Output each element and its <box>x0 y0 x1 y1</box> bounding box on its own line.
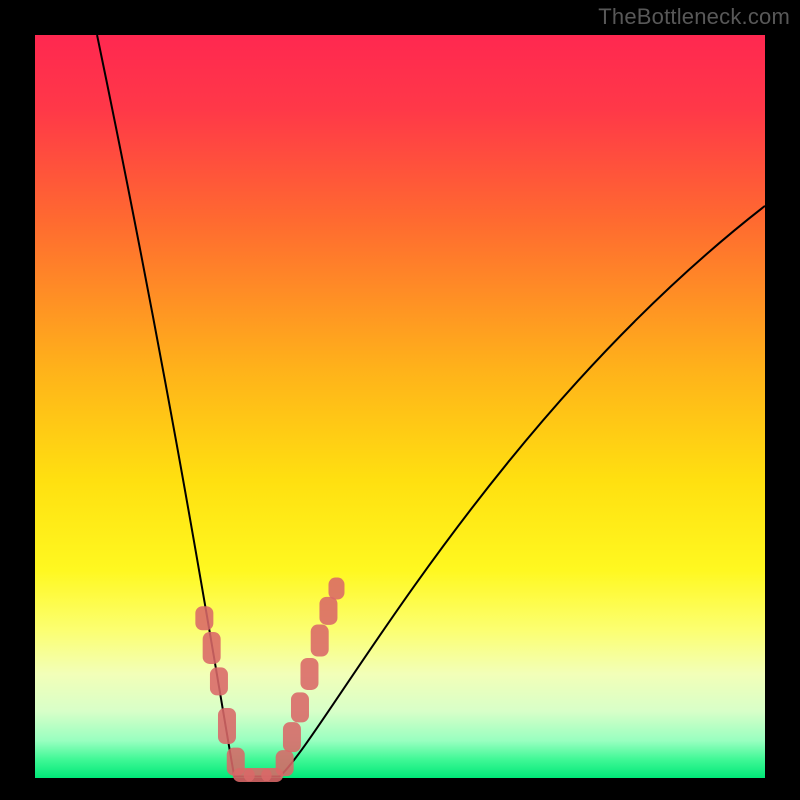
curve-marker <box>328 578 344 600</box>
curve-marker <box>283 722 301 752</box>
curve-marker <box>291 692 309 722</box>
curve-marker <box>218 708 236 744</box>
watermark-text: TheBottleneck.com <box>598 4 790 30</box>
curve-marker <box>203 632 221 664</box>
curve-marker <box>210 667 228 695</box>
curve-marker <box>319 597 337 625</box>
chart-container: { "watermark": "TheBottleneck.com", "can… <box>0 0 800 800</box>
curve-marker <box>276 750 294 776</box>
curve-marker <box>300 658 318 690</box>
curve-marker <box>195 606 213 630</box>
curve-marker <box>311 625 329 657</box>
bottleneck-curve-chart <box>0 0 800 800</box>
chart-gradient-bg <box>35 35 765 778</box>
